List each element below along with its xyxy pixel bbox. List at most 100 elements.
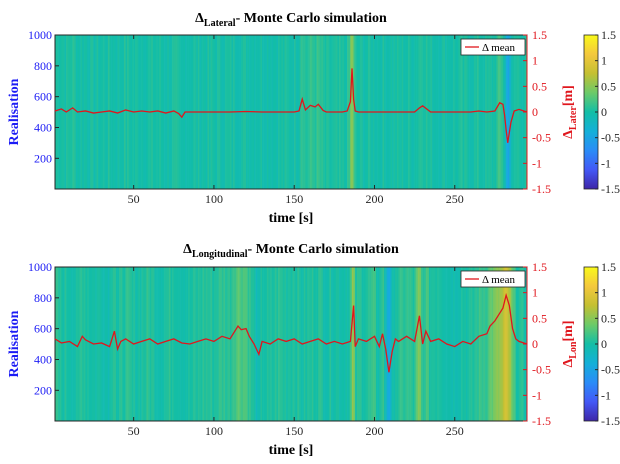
heatmap-column: [506, 267, 508, 421]
heatmap-column: [168, 267, 171, 421]
heatmap-column: [149, 267, 152, 421]
heatmap-column: [67, 267, 70, 421]
heatmap-column: [253, 267, 256, 421]
heatmap-column: [496, 267, 499, 421]
heatmap-column: [401, 267, 404, 421]
heatmap-column: [117, 35, 120, 189]
y-left-tick-label: 400: [34, 352, 52, 366]
colorbar-tick-label: 0: [601, 105, 607, 119]
heatmap-column: [496, 35, 499, 189]
heatmap-column: [141, 35, 144, 189]
heatmap-column: [115, 35, 118, 189]
heatmap-column: [303, 267, 306, 421]
heatmap-column: [515, 267, 518, 421]
heatmap-column: [223, 267, 226, 421]
heatmap-column: [180, 35, 183, 189]
heatmap-column: [192, 267, 195, 421]
heatmap-column: [85, 267, 88, 421]
heatmap-column: [196, 267, 199, 421]
heatmap-column: [491, 267, 494, 421]
heatmap-column: [128, 35, 131, 189]
heatmap-column: [183, 267, 186, 421]
heatmap-column: [143, 35, 146, 189]
heatmap-column: [345, 267, 348, 421]
heatmap-column: [306, 35, 309, 189]
colorbar-tick-label: -1: [601, 388, 611, 402]
heatmap-column: [221, 267, 224, 421]
heatmap-column: [327, 267, 330, 421]
heatmap-column: [372, 267, 375, 421]
y-right-tick-label: 0: [532, 337, 538, 351]
heatmap-column: [85, 35, 88, 189]
heatmap-column: [520, 35, 523, 189]
heatmap-column: [75, 267, 78, 421]
heatmap-column: [347, 35, 349, 189]
y-right-tick-label: 1: [532, 286, 538, 300]
heatmap-column: [428, 267, 431, 421]
heatmap-column: [424, 267, 427, 421]
colorbar-tick-label: 0: [601, 337, 607, 351]
heatmap-column: [517, 35, 520, 189]
heatmap-column: [313, 35, 316, 189]
heatmap-column: [180, 267, 183, 421]
heatmap-column: [231, 267, 234, 421]
colorbar-tick-label: 1: [601, 54, 607, 68]
colorbar-tick-label: 0.5: [601, 311, 616, 325]
heatmap-column: [209, 267, 211, 421]
heatmap-column: [518, 35, 521, 189]
heatmap-column: [136, 267, 139, 421]
heatmap-column: [494, 35, 497, 189]
heatmap-column: [467, 267, 470, 421]
heatmap-column: [117, 267, 120, 421]
heatmap-column: [387, 267, 390, 421]
heatmap-column: [123, 35, 126, 189]
heatmap-column: [498, 35, 500, 189]
heatmap-column: [351, 35, 354, 189]
heatmap-column: [286, 267, 288, 421]
heatmap-column: [146, 267, 149, 421]
heatmap-column: [404, 267, 407, 421]
y-right-tick-label: -1: [532, 388, 542, 402]
heatmap-column: [395, 267, 398, 421]
heatmap-column: [205, 267, 208, 421]
heatmap-column: [504, 267, 507, 421]
heatmap-column: [499, 35, 502, 189]
heatmap-column: [178, 35, 181, 189]
heatmap-column: [311, 35, 314, 189]
heatmap-column: [323, 35, 325, 189]
colorbar-tick-label: -1.5: [601, 182, 620, 196]
heatmap-column: [433, 267, 436, 421]
heatmap-column: [305, 267, 308, 421]
heatmap-column: [157, 35, 160, 189]
heatmap-column: [173, 267, 176, 421]
heatmap-column: [367, 267, 370, 421]
heatmap-column: [160, 267, 163, 421]
heatmap-column: [120, 267, 123, 421]
heatmap-column: [494, 267, 497, 421]
heatmap-column: [125, 267, 128, 421]
heatmap-column: [319, 267, 322, 421]
heatmap-column: [432, 267, 435, 421]
heatmap-column: [486, 267, 489, 421]
legend-box: [460, 38, 526, 56]
heatmap-column: [194, 267, 197, 421]
heatmap-column: [282, 267, 285, 421]
heatmap-column: [234, 267, 237, 421]
heatmap-column: [181, 35, 184, 189]
heatmap-column: [520, 267, 523, 421]
heatmap-column: [128, 267, 131, 421]
x-tick-label: 250: [446, 424, 464, 438]
heatmap-column: [353, 35, 356, 189]
heatmap-column: [345, 35, 348, 189]
colorbar-tick-label: 1.5: [601, 260, 616, 274]
heatmap-column: [364, 267, 367, 421]
heatmap-column: [510, 267, 513, 421]
heatmap-column: [331, 267, 333, 421]
heatmap-column: [481, 267, 484, 421]
y-right-tick-label: 0: [532, 105, 538, 119]
heatmap-column: [218, 267, 221, 421]
heatmap-column: [453, 267, 455, 421]
heatmap-column: [350, 35, 353, 189]
heatmap-column: [313, 267, 316, 421]
